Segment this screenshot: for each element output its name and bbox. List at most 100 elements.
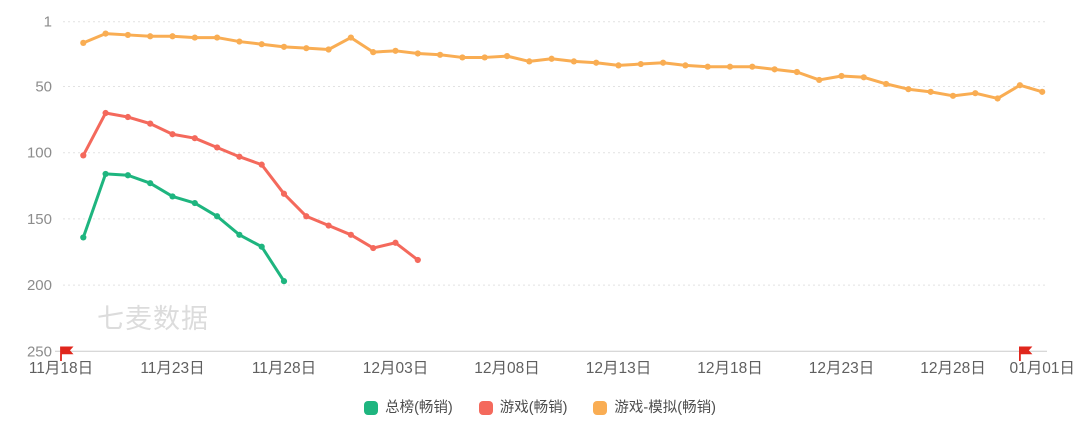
data-point-marker[interactable] xyxy=(816,76,823,84)
series-line[interactable] xyxy=(81,111,420,262)
legend-label: 游戏(畅销) xyxy=(499,400,568,416)
data-point-marker[interactable] xyxy=(124,31,131,39)
y-tick-label: 200 xyxy=(27,277,52,294)
series-line[interactable] xyxy=(81,32,1044,100)
series-总榜(畅销)[interactable] xyxy=(80,170,288,285)
data-point-marker[interactable] xyxy=(147,120,154,127)
data-point-marker[interactable] xyxy=(883,80,890,88)
data-point-marker[interactable] xyxy=(214,144,221,151)
data-point-marker[interactable] xyxy=(258,243,265,250)
chart-legend: 总榜(畅销) 游戏(畅销) 游戏-模拟(畅销) xyxy=(0,401,1080,416)
data-point-marker[interactable] xyxy=(102,170,109,178)
data-point-marker[interactable] xyxy=(860,74,867,81)
data-point-marker[interactable] xyxy=(147,33,154,40)
legend-item-总榜(畅销)[interactable]: 总榜(畅销) xyxy=(364,401,453,416)
data-point-marker[interactable] xyxy=(347,34,354,41)
data-point-marker[interactable] xyxy=(80,234,87,241)
legend-item-游戏-模拟(畅销)[interactable]: 游戏-模拟(畅销) xyxy=(593,401,716,416)
data-point-marker[interactable] xyxy=(236,153,243,160)
data-point-marker[interactable] xyxy=(927,88,934,95)
data-point-marker[interactable] xyxy=(258,41,265,48)
data-point-marker[interactable] xyxy=(370,244,377,252)
data-point-marker[interactable] xyxy=(793,68,801,76)
data-point-marker[interactable] xyxy=(347,231,354,238)
data-point-marker[interactable] xyxy=(191,199,198,207)
data-point-marker[interactable] xyxy=(526,58,533,65)
data-point-marker[interactable] xyxy=(615,62,622,69)
data-point-marker[interactable] xyxy=(169,193,176,200)
series-游戏-模拟(畅销)[interactable] xyxy=(80,30,1046,102)
y-tick-label: 100 xyxy=(27,145,52,162)
data-point-marker[interactable] xyxy=(414,256,421,264)
data-point-marker[interactable] xyxy=(169,131,176,138)
data-point-marker[interactable] xyxy=(325,222,332,229)
data-point-marker[interactable] xyxy=(124,172,131,179)
x-tick-label: 11月23日 xyxy=(140,360,204,377)
data-point-marker[interactable] xyxy=(303,45,310,52)
data-point-marker[interactable] xyxy=(280,43,288,50)
data-point-marker[interactable] xyxy=(459,54,466,61)
y-tick-label: 1 xyxy=(44,14,52,31)
data-point-marker[interactable] xyxy=(191,135,198,142)
x-tick-label: 12月23日 xyxy=(809,360,874,377)
data-point-marker[interactable] xyxy=(214,34,221,41)
data-point-marker[interactable] xyxy=(191,34,198,41)
data-point-marker[interactable] xyxy=(236,231,243,238)
data-point-marker[interactable] xyxy=(749,63,756,70)
data-point-marker[interactable] xyxy=(972,90,979,97)
y-tick-label: 50 xyxy=(35,79,52,96)
data-point-marker[interactable] xyxy=(637,60,644,68)
data-point-marker[interactable] xyxy=(258,161,265,168)
data-point-marker[interactable] xyxy=(80,39,87,46)
data-point-marker[interactable] xyxy=(682,62,689,69)
data-point-marker[interactable] xyxy=(392,239,399,246)
data-point-marker[interactable] xyxy=(593,59,600,66)
x-tick-label: 11月18日 xyxy=(29,360,93,377)
data-point-marker[interactable] xyxy=(660,59,667,66)
red-flag-icon[interactable] xyxy=(1019,346,1033,362)
data-point-marker[interactable] xyxy=(726,63,734,70)
data-point-marker[interactable] xyxy=(102,30,109,37)
data-point-marker[interactable] xyxy=(236,38,243,45)
red-flag-icon[interactable] xyxy=(60,346,74,362)
data-point-marker[interactable] xyxy=(370,49,377,56)
data-point-marker[interactable] xyxy=(1039,88,1046,95)
data-point-marker[interactable] xyxy=(169,33,176,40)
data-point-marker[interactable] xyxy=(392,47,399,54)
data-point-marker[interactable] xyxy=(80,152,87,159)
data-point-marker[interactable] xyxy=(503,53,511,60)
data-point-marker[interactable] xyxy=(414,50,421,57)
data-point-marker[interactable] xyxy=(838,72,845,80)
x-axis-labels: 11月18日 11月23日 11月28日 12月03日 12月08日 12月13日 12月1… xyxy=(29,360,1075,377)
data-point-marker[interactable] xyxy=(280,278,288,285)
data-point-marker[interactable] xyxy=(771,66,778,73)
data-point-marker[interactable] xyxy=(102,109,109,117)
data-point-marker[interactable] xyxy=(994,95,1001,102)
data-point-marker[interactable] xyxy=(437,51,444,58)
x-tick-label: 11月28日 xyxy=(252,360,316,377)
data-point-marker[interactable] xyxy=(147,180,154,187)
data-point-marker[interactable] xyxy=(548,55,555,62)
series-游戏(畅销)[interactable] xyxy=(80,109,421,264)
data-point-marker[interactable] xyxy=(214,213,221,220)
data-point-marker[interactable] xyxy=(325,46,332,53)
data-point-marker[interactable] xyxy=(481,54,488,61)
data-point-marker[interactable] xyxy=(124,113,131,121)
data-point-marker[interactable] xyxy=(949,92,957,99)
data-point-marker[interactable] xyxy=(704,63,711,70)
series-line[interactable] xyxy=(81,172,286,283)
data-point-marker[interactable] xyxy=(570,58,578,65)
watermark: 七麦数据 xyxy=(97,304,209,334)
data-point-marker[interactable] xyxy=(280,190,288,197)
y-tick-label: 150 xyxy=(27,211,52,228)
data-point-marker[interactable] xyxy=(1016,82,1024,89)
data-point-marker[interactable] xyxy=(303,213,310,220)
x-tick-label: 12月13日 xyxy=(586,360,651,377)
legend-item-游戏(畅销)[interactable]: 游戏(畅销) xyxy=(478,400,568,416)
legend-label: 游戏-模拟(畅销) xyxy=(614,400,716,416)
data-point-marker[interactable] xyxy=(905,86,912,93)
legend-label: 总榜(畅销) xyxy=(385,400,453,416)
y-tick-label: 250 xyxy=(27,343,52,360)
